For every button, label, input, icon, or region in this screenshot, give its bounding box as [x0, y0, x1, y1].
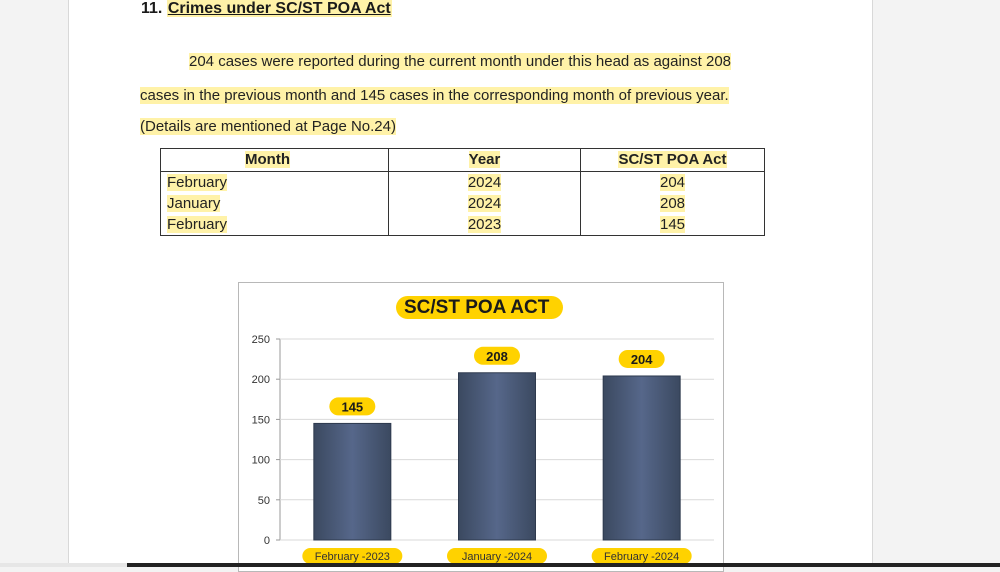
data-label-highlight: [618, 349, 665, 368]
table-row: January 2024 208: [160, 193, 765, 214]
paragraph-line-2: cases in the previous month and 145 case…: [140, 87, 729, 104]
data-label: 208: [486, 349, 508, 364]
y-tick-label: 100: [252, 455, 270, 467]
bar: [458, 372, 536, 541]
category-label: January -2024: [462, 551, 532, 563]
paragraph-line-3: (Details are mentioned at Page No.24): [140, 118, 396, 135]
data-label-highlight: [329, 397, 376, 416]
cell-count: 204: [580, 171, 765, 193]
cell-count: 145: [580, 214, 765, 236]
column-header-year: Year: [388, 148, 581, 172]
cell-year: 2023: [388, 214, 581, 236]
cases-table: Month Year SC/ST POA Act February 2024 2…: [160, 148, 765, 236]
cell-year: 2024: [388, 193, 581, 214]
cell-year: 2024: [388, 171, 581, 193]
column-header-act: SC/ST POA Act: [580, 148, 765, 172]
category-label: February -2023: [315, 551, 390, 563]
section-heading: 11. Crimes under SC/ST POA Act: [141, 0, 392, 18]
y-tick-label: 150: [252, 414, 270, 426]
y-tick-label: 50: [258, 495, 270, 507]
cell-month: February: [160, 214, 389, 236]
window-bottom-edge: [127, 563, 1000, 567]
chart-title: SC/ST POA ACT: [396, 296, 564, 319]
data-label: 145: [341, 399, 363, 414]
cell-month: January: [160, 193, 389, 214]
table-row: February 2023 145: [160, 214, 765, 236]
bar: [602, 375, 681, 541]
y-tick-label: 0: [264, 535, 270, 547]
horizontal-scrollbar-track[interactable]: [0, 563, 127, 567]
category-label: February -2024: [604, 551, 679, 563]
bar-chart: 0 50 100 150 200 250 145 February -2023 208 Janu…: [252, 334, 714, 564]
column-header-month: Month: [160, 148, 389, 172]
cell-month: February: [160, 171, 389, 193]
section-title: Crimes under SC/ST POA Act: [166, 0, 392, 17]
category-label-highlight: [447, 548, 547, 564]
category-label-highlight: [591, 548, 692, 564]
category-label-highlight: [302, 548, 403, 564]
y-tick-label: 250: [252, 334, 270, 346]
table-header-row: Month Year SC/ST POA Act: [160, 148, 765, 172]
paragraph-line-1: 204 cases were reported during the curre…: [189, 53, 732, 70]
data-label-highlight: [474, 346, 520, 365]
cell-count: 208: [580, 193, 765, 214]
y-tick-label: 200: [252, 374, 270, 386]
data-label: 204: [631, 352, 653, 367]
section-number: 11.: [141, 0, 163, 17]
bar: [313, 422, 392, 541]
table-row: February 2024 204: [160, 171, 765, 193]
